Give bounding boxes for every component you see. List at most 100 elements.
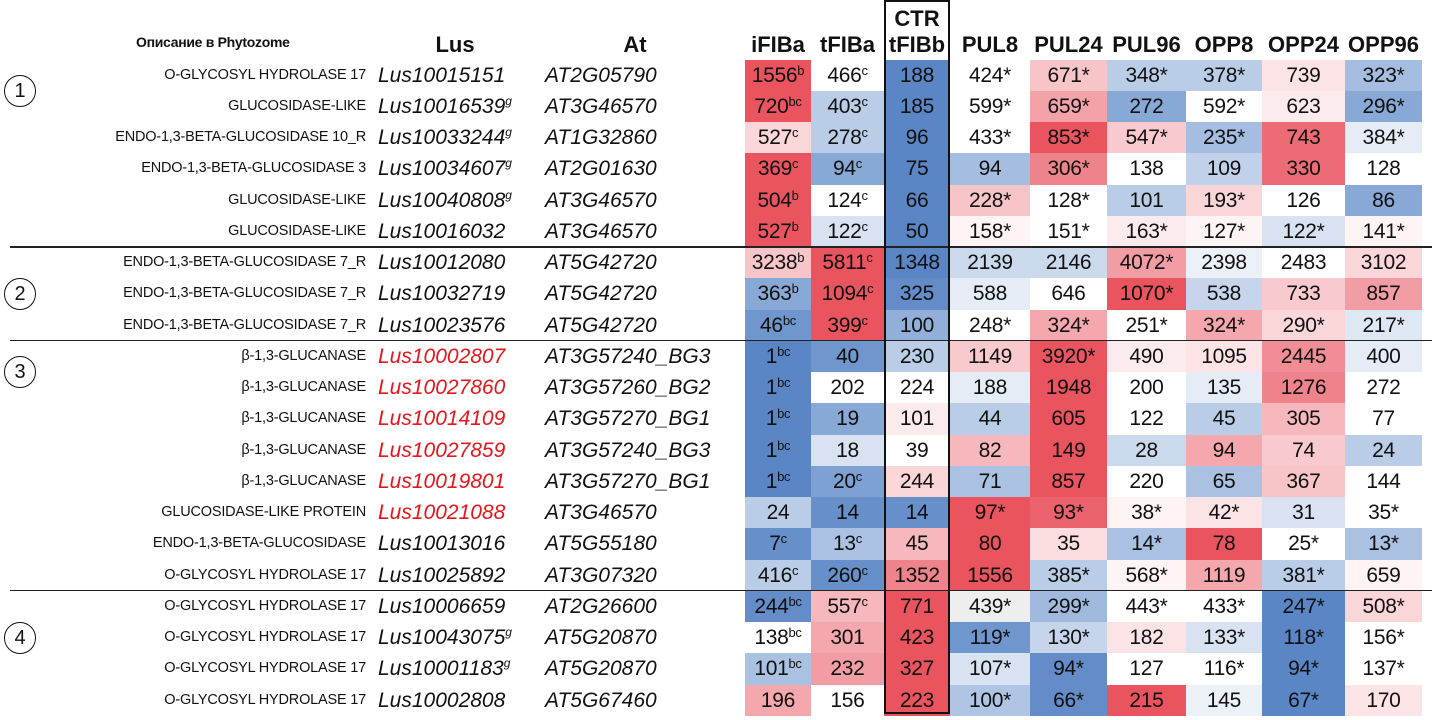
cell-value: 196 (760, 688, 796, 712)
cell-value: 130* (1047, 626, 1090, 649)
cell-value: 1556 (751, 63, 798, 87)
heatmap-cell: 568* (1107, 559, 1186, 591)
cell-superscript: c (861, 218, 868, 234)
gene-description: ENDO-1,3-BETA-GLUCOSIDASE 3 (141, 160, 366, 177)
cell-value: 94 (833, 157, 856, 181)
gene-description: GLUCOSIDASE-LIKE (228, 191, 366, 208)
heatmap-cell: 301 (811, 622, 884, 654)
heatmap-cell: 101 (884, 403, 950, 435)
group-marker-4: 4 (4, 621, 36, 654)
lus-id-text: Lus10002808 (378, 688, 506, 712)
cell-value: 78 (1212, 532, 1236, 556)
cell-superscript: bc (777, 343, 791, 359)
cell-value: 2146 (1045, 251, 1092, 274)
cell-value: 443* (1125, 594, 1168, 618)
table-row: O-GLYCOSYL HYDROLASE 17 Lus10006659 AT2G26… (0, 590, 1432, 622)
cell-value: 1352 (894, 563, 940, 587)
cell-value: 230 (899, 344, 935, 368)
heatmap-cell: 86 (1345, 184, 1422, 216)
heatmap-cell: 384* (1345, 122, 1422, 154)
cell-value: 44 (978, 407, 1002, 431)
heatmap-cell: 78 (1186, 528, 1262, 560)
group-marker-2: 2 (4, 277, 36, 310)
cell-superscript: bc (782, 312, 796, 328)
cell-value: 94 (978, 157, 1002, 181)
cell-superscript: bc (788, 656, 802, 672)
heatmap-cell: 13c (811, 528, 884, 560)
cell-value: 224 (899, 376, 935, 399)
cell-value: 399 (827, 313, 862, 337)
lus-id-text: Lus10025892 (378, 563, 506, 587)
heatmap-cell: 7c (745, 528, 811, 560)
cell-value: 290* (1282, 313, 1325, 337)
at-gene-id: AT3G07320 (545, 563, 657, 587)
at-gene-id: AT3G46570 (545, 501, 657, 524)
heatmap-cell: 423 (884, 622, 950, 654)
heatmap-cell: 3102 (1345, 247, 1422, 279)
cell-superscript: b (797, 250, 805, 265)
cell-value: 3920* (1041, 344, 1096, 368)
cell-value: 127* (1202, 219, 1245, 243)
cell-superscript: bc (777, 437, 791, 453)
heatmap-cell: 659* (1030, 90, 1107, 122)
cell-value: 133* (1202, 626, 1245, 649)
at-gene-id: AT1G32860 (545, 126, 657, 149)
heatmap-cell: 2139 (950, 247, 1030, 279)
cell-value: 3238 (751, 251, 798, 274)
heatmap-cell: 119* (950, 622, 1030, 654)
lus-id-text: Lus10012080 (378, 251, 506, 274)
cell-value: 306* (1047, 157, 1090, 181)
cell-value: 138 (754, 626, 789, 649)
gene-description: β-1,3-GLUCANASE (241, 472, 366, 489)
heatmap-cell: 97* (950, 497, 1030, 529)
cell-value: 2483 (1280, 251, 1327, 274)
gene-description: O-GLYCOSYL HYDROLASE 17 (164, 629, 366, 645)
heatmap-cell: 547* (1107, 122, 1186, 154)
lus-header: Lus (435, 32, 475, 57)
cell-value: 128 (1366, 157, 1401, 181)
cell-value: 77 (1372, 407, 1395, 431)
heatmap-cell: 127 (1107, 653, 1186, 685)
cell-value: 547* (1125, 126, 1168, 149)
table-row: ENDO-1,3-BETA-GLUCOSIDASE 7_R Lus10012080… (0, 247, 1432, 279)
cell-value: 74 (1292, 438, 1315, 462)
heatmap-cell: 247* (1262, 590, 1345, 622)
heatmap-cell: 306* (1030, 153, 1107, 185)
cell-value: 1348 (894, 251, 940, 274)
heatmap-cell: 124c (811, 184, 884, 216)
heatmap-cell: 66* (1030, 684, 1107, 716)
lus-gene-id: Lus10043075g (378, 622, 512, 653)
cell-value: 45 (905, 532, 929, 556)
heatmap-cell: 50 (884, 215, 950, 247)
heatmap-cell: 646 (1030, 278, 1107, 310)
cell-value: 671* (1047, 63, 1090, 87)
heatmap-cell: 144 (1345, 465, 1422, 497)
cell-superscript: bc (788, 93, 802, 109)
heatmap-cell: 659 (1345, 559, 1422, 591)
cell-value: 67* (1288, 688, 1319, 712)
cell-value: 403 (827, 94, 862, 118)
heatmap-cell: 743 (1262, 122, 1345, 154)
cell-superscript: c (867, 281, 874, 297)
cell-value: 228* (968, 188, 1011, 212)
cell-value: 94 (1212, 438, 1236, 462)
cell-value: 24 (766, 501, 790, 524)
lus-gene-id: Lus10019801 (378, 466, 505, 497)
heatmap-cell: 13* (1345, 528, 1422, 560)
cell-value: 508* (1362, 594, 1405, 618)
gene-description: ENDO-1,3-BETA-GLUCOSIDASE 7_R (123, 285, 366, 302)
lus-gene-id: Lus10027860 (378, 372, 505, 403)
heatmap-cell: 260c (811, 559, 884, 591)
gene-description: O-GLYCOSYL HYDROLASE 17 (164, 566, 366, 583)
heatmap-cell: 217* (1345, 309, 1422, 341)
cell-superscript: b (797, 62, 805, 78)
heatmap-cell: 244 (884, 465, 950, 497)
cell-value: 305 (1286, 407, 1321, 431)
cell-value: 538 (1206, 282, 1242, 306)
cell-value: 14 (836, 501, 859, 524)
cell-value: 439* (968, 594, 1011, 618)
cell-value: 122 (1129, 407, 1164, 431)
heatmap-cell: 3920* (1030, 340, 1107, 372)
lus-gene-id: Lus10016539g (378, 91, 512, 122)
heatmap-cell: 305 (1262, 403, 1345, 435)
